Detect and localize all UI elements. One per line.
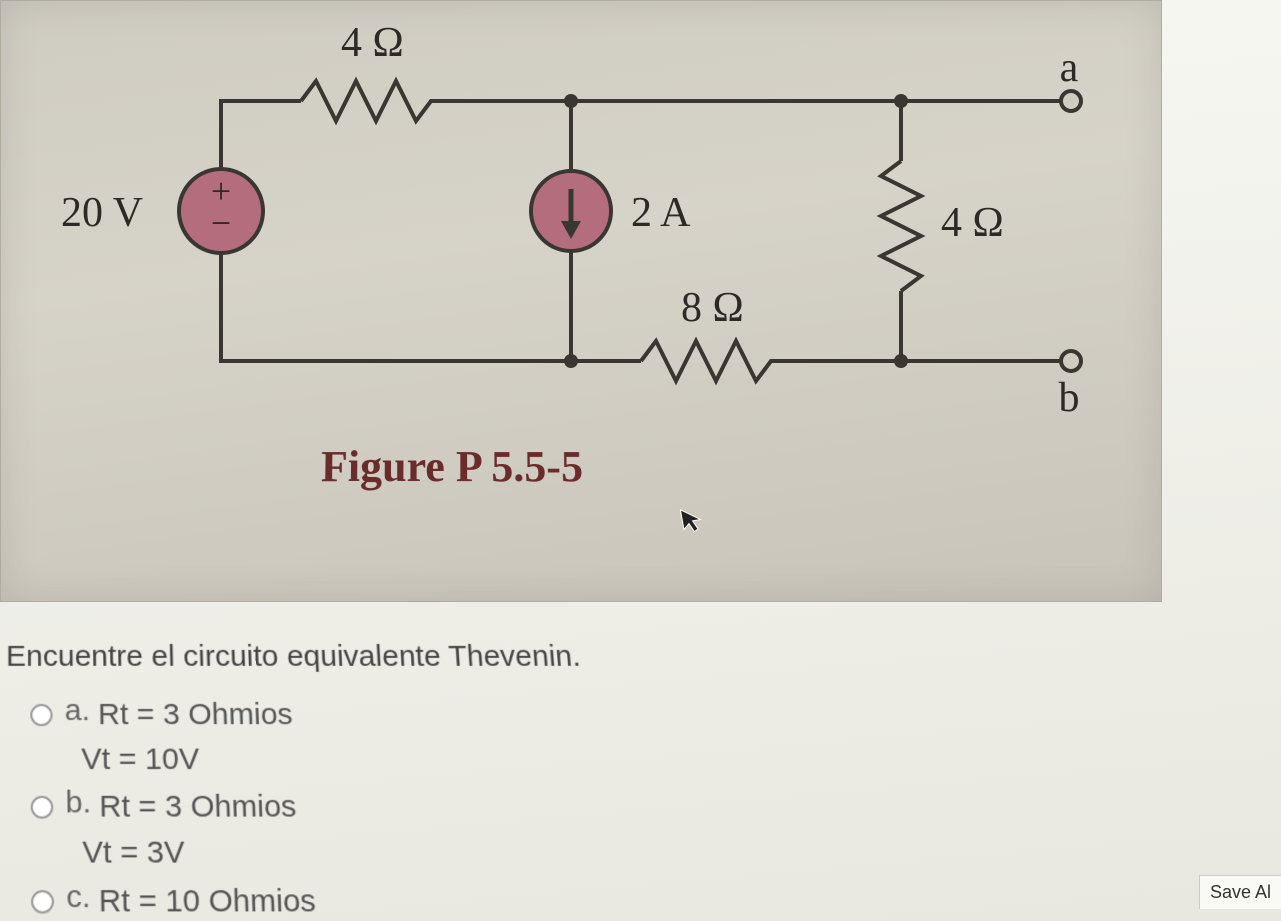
terminal-b — [1061, 351, 1081, 371]
option-line1: Rt = 3 Ohmios — [99, 786, 297, 830]
current-source-label: 2 A — [631, 190, 691, 236]
option-letter: a. — [64, 694, 90, 728]
radio-icon[interactable] — [30, 704, 52, 726]
option-c[interactable]: c. Rt = 10 Ohmios — [31, 880, 1281, 921]
terminal-b-label: b — [1059, 375, 1080, 421]
option-b-line2: Vt = 3V — [82, 835, 1281, 871]
save-button[interactable]: Save Al — [1199, 875, 1281, 909]
option-a-line2: Vt = 10V — [81, 742, 1281, 777]
option-b[interactable]: b. Rt = 3 Ohmios — [31, 786, 1281, 830]
r-mid-label: 8 Ω — [681, 285, 744, 331]
terminal-a-label: a — [1060, 45, 1079, 91]
radio-icon[interactable] — [31, 890, 54, 913]
terminal-a — [1061, 91, 1081, 111]
question-prompt: Encuentre el circuito equivalente Theven… — [6, 640, 1281, 674]
figure-panel: + − 20 V 4 Ω 2 A 8 Ω 4 Ω a b Figure P 5.… — [0, 0, 1162, 602]
r-top-label: 4 Ω — [341, 20, 404, 66]
voltage-source-label: 20 V — [61, 190, 143, 236]
voltage-polarity-minus: − — [211, 203, 231, 243]
option-letter: c. — [66, 880, 91, 916]
option-line1: Rt = 10 Ohmios — [99, 880, 317, 921]
figure-caption: Figure P 5.5-5 — [321, 441, 584, 492]
option-letter: b. — [65, 786, 91, 821]
option-a[interactable]: a. Rt = 3 Ohmios — [30, 694, 1281, 736]
mouse-cursor-icon — [678, 504, 706, 542]
option-line1: Rt = 3 Ohmios — [98, 694, 294, 736]
circuit-diagram: + − 20 V 4 Ω 2 A 8 Ω 4 Ω a b — [41, 11, 1121, 431]
question-area: Encuentre el circuito equivalente Theven… — [0, 640, 1281, 921]
radio-icon[interactable] — [31, 796, 54, 819]
r-right-label: 4 Ω — [941, 200, 1004, 246]
